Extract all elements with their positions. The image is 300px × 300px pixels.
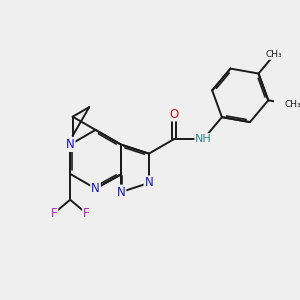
Text: F: F (51, 207, 57, 220)
Text: N: N (66, 138, 74, 151)
Text: CH₃: CH₃ (266, 50, 283, 59)
Text: N: N (117, 185, 125, 199)
Text: CH₃: CH₃ (284, 100, 300, 109)
Text: NH: NH (195, 134, 212, 144)
Text: N: N (145, 176, 153, 190)
Text: N: N (91, 182, 100, 195)
Text: F: F (83, 207, 90, 220)
Text: O: O (170, 107, 179, 121)
